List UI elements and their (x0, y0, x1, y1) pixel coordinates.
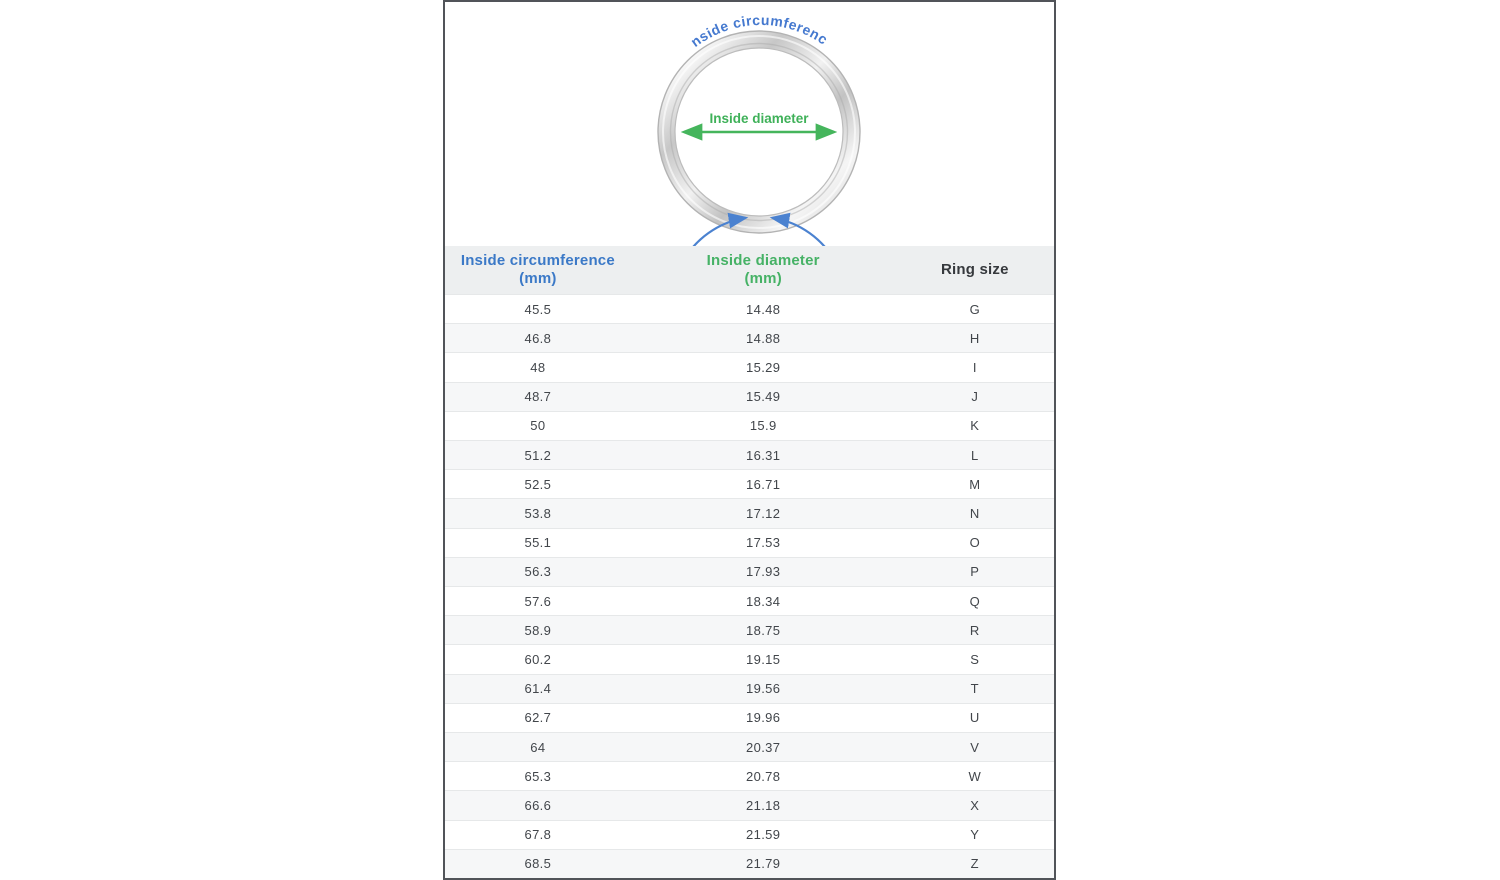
table-row: 51.2 16.31 L (445, 440, 1054, 470)
ring-size-cell: O (969, 535, 981, 551)
ring-size-cell: T (970, 681, 979, 697)
diameter-cell: 20.78 (746, 768, 781, 784)
ring-size-cell: X (970, 798, 980, 814)
circumference-cell: 46.8 (524, 330, 552, 346)
diameter-cell: 15.29 (746, 360, 781, 375)
ring-size-cell: J (971, 389, 979, 405)
diameter-cell: 15.49 (746, 389, 781, 405)
ring-size-cell: S (970, 652, 980, 668)
table-row: 61.4 19.56 T (445, 673, 1054, 703)
header-label: Inside circumference (460, 251, 615, 269)
diameter-cell: 16.71 (746, 476, 781, 492)
circumference-cell: 65.3 (524, 768, 552, 784)
diameter-cell: 19.56 (746, 681, 781, 697)
ring-size-cell: W (968, 768, 982, 784)
table-body: 45.5 14.48 G 46.8 14.88 H 48 15.29 I 48.7 15.49 J 50… (445, 294, 1054, 878)
circumference-cell: 56.3 (524, 564, 552, 580)
ring-size-cell: N (969, 506, 980, 522)
table-row: 46.8 14.88 H (445, 323, 1054, 353)
diameter-cell: 19.15 (746, 652, 781, 668)
ring-size-cell: M (969, 476, 981, 492)
ring-size-cell: U (969, 710, 980, 726)
diameter-cell: 17.53 (746, 535, 781, 551)
diameter-cell: 17.12 (746, 506, 781, 522)
circumference-cell: 67.8 (524, 827, 552, 843)
circumference-cell: 55.1 (524, 535, 552, 551)
table-row: 48 15.29 I (445, 352, 1054, 382)
diameter-cell: 15.9 (749, 418, 777, 434)
circumference-cell: 48 (530, 360, 546, 375)
ring-size-table: Inside circumference (mm) Inside diamete… (445, 246, 1054, 878)
circumference-cell: 58.9 (524, 622, 552, 638)
circumference-cell: 45.5 (524, 301, 552, 317)
ring-size-cell: P (970, 564, 980, 580)
diameter-cell: 17.93 (746, 564, 781, 580)
ring-size-chart-panel: Inside circumference Inside diameter Ins… (443, 0, 1056, 880)
ring-size-cell: Q (969, 593, 981, 609)
table-row: 53.8 17.12 N (445, 498, 1054, 528)
ring-size-cell: Y (970, 827, 980, 843)
circumference-cell: 51.2 (524, 447, 552, 463)
header-unit: (mm) (744, 270, 782, 287)
inside-diameter-label: Inside diameter (709, 111, 809, 126)
circumference-cell: 62.7 (524, 710, 552, 726)
table-row: 67.8 21.59 Y (445, 819, 1054, 849)
circumference-cell: 61.4 (524, 681, 552, 697)
table-row: 65.3 20.78 W (445, 761, 1054, 791)
table-row: 64 20.37 V (445, 732, 1054, 762)
table-row: 48.7 15.49 J (445, 381, 1054, 411)
ring-size-cell: K (970, 418, 980, 434)
diameter-cell: 14.48 (746, 301, 781, 317)
ring-illustration: Inside circumference Inside diameter (445, 2, 861, 246)
table-row: 52.5 16.71 M (445, 469, 1054, 499)
circumference-cell: 53.8 (524, 506, 552, 522)
header-ring-size: Ring size (896, 261, 1054, 279)
table-header: Inside circumference (mm) Inside diamete… (445, 246, 1054, 294)
table-row: 55.1 17.53 O (445, 527, 1054, 557)
circumference-cell: 68.5 (524, 856, 552, 872)
diameter-cell: 20.37 (746, 739, 781, 755)
diameter-cell: 18.75 (746, 622, 781, 638)
table-row: 66.6 21.18 X (445, 790, 1054, 820)
table-row: 57.6 18.34 Q (445, 586, 1054, 616)
ring-size-cell: L (971, 447, 979, 463)
header-inside-diameter: Inside diameter (mm) (631, 252, 896, 289)
circumference-cell: 52.5 (524, 476, 552, 492)
table-row: 45.5 14.48 G (445, 294, 1054, 324)
circumference-cell: 64 (530, 739, 546, 755)
circumference-cell: 57.6 (524, 593, 552, 609)
diameter-cell: 21.79 (746, 856, 781, 872)
circumference-cell: 60.2 (524, 652, 552, 668)
ring-size-cell: V (970, 739, 980, 755)
header-unit: (mm) (519, 270, 557, 287)
ring-diagram: Inside circumference Inside diameter (445, 2, 1054, 246)
table-row: 68.5 21.79 Z (445, 848, 1054, 878)
ring-size-cell: G (969, 301, 981, 317)
header-label: Inside diameter (706, 251, 820, 269)
diameter-cell: 21.59 (746, 827, 781, 843)
table-row: 56.3 17.93 P (445, 556, 1054, 587)
circumference-cell: 48.7 (524, 389, 552, 405)
diameter-cell: 19.96 (746, 710, 781, 726)
table-row: 50 15.9 K (445, 410, 1054, 441)
ring-size-cell: I (972, 360, 977, 375)
table-row: 62.7 19.96 U (445, 702, 1054, 733)
diameter-cell: 21.18 (746, 798, 781, 814)
diameter-cell: 18.34 (746, 593, 781, 609)
circumference-cell: 66.6 (524, 798, 552, 814)
circumference-cell: 50 (530, 418, 546, 434)
ring-size-cell: R (969, 622, 980, 638)
ring-size-cell: Z (970, 856, 979, 872)
table-row: 60.2 19.15 S (445, 644, 1054, 674)
ring-size-cell: H (969, 330, 980, 346)
diameter-cell: 14.88 (746, 330, 781, 346)
header-label: Ring size (940, 260, 1009, 278)
diameter-cell: 16.31 (746, 447, 781, 463)
table-row: 58.9 18.75 R (445, 615, 1054, 645)
header-inside-circumference: Inside circumference (mm) (445, 252, 631, 289)
